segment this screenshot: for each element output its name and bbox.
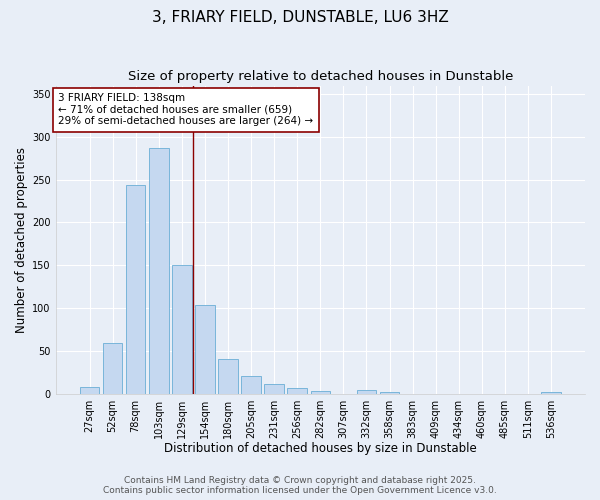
Y-axis label: Number of detached properties: Number of detached properties: [15, 146, 28, 332]
Bar: [195, 306, 215, 394]
Bar: [80, 387, 100, 394]
X-axis label: Distribution of detached houses by size in Dunstable: Distribution of detached houses by size …: [164, 442, 477, 455]
Bar: [541, 392, 561, 394]
Bar: [380, 392, 400, 394]
Bar: [218, 360, 238, 394]
Bar: [311, 391, 330, 394]
Title: Size of property relative to detached houses in Dunstable: Size of property relative to detached ho…: [128, 70, 513, 83]
Bar: [241, 376, 261, 394]
Bar: [172, 265, 191, 394]
Bar: [356, 390, 376, 394]
Text: Contains HM Land Registry data © Crown copyright and database right 2025.
Contai: Contains HM Land Registry data © Crown c…: [103, 476, 497, 495]
Bar: [103, 343, 122, 394]
Bar: [126, 185, 145, 394]
Text: 3, FRIARY FIELD, DUNSTABLE, LU6 3HZ: 3, FRIARY FIELD, DUNSTABLE, LU6 3HZ: [152, 10, 448, 25]
Text: 3 FRIARY FIELD: 138sqm
← 71% of detached houses are smaller (659)
29% of semi-de: 3 FRIARY FIELD: 138sqm ← 71% of detached…: [58, 94, 313, 126]
Bar: [265, 384, 284, 394]
Bar: [287, 388, 307, 394]
Bar: [149, 148, 169, 394]
